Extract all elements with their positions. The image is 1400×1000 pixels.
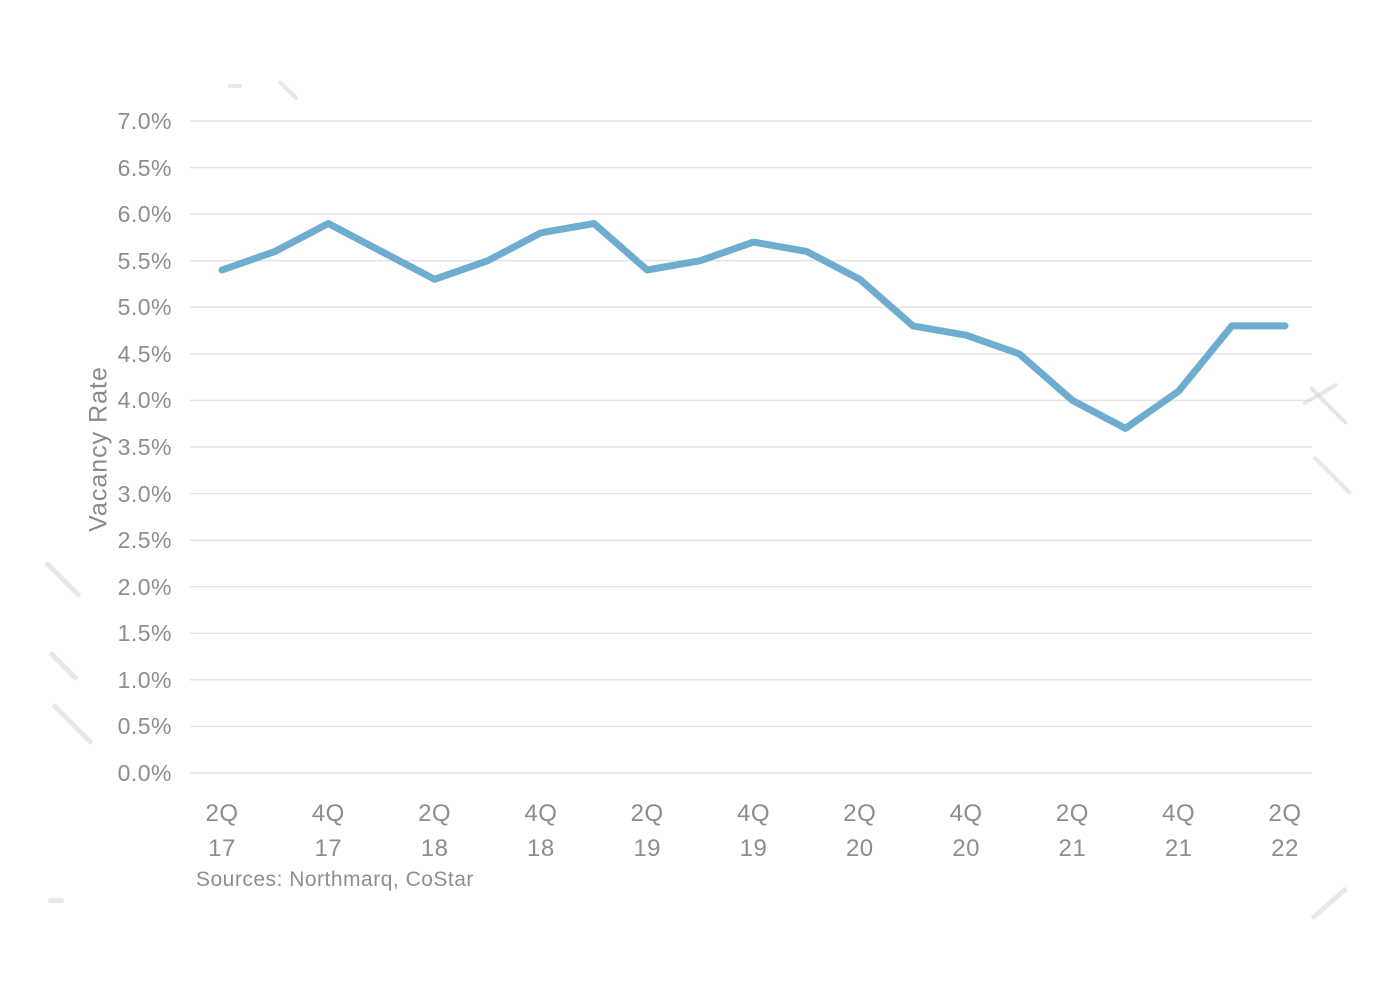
source-note: Sources: Northmarq, CoStar: [196, 868, 474, 891]
x-tick-quarter: 2Q: [843, 800, 877, 827]
y-tick-label: 3.0%: [117, 480, 172, 507]
y-tick-label: 3.5%: [117, 434, 172, 460]
x-tick-label: 4Q 19: [709, 796, 799, 866]
x-tick-year: 20: [845, 835, 874, 862]
x-tick-label: 2Q 22: [1240, 796, 1330, 866]
x-tick-year: 21: [1164, 835, 1193, 862]
x-tick-quarter: 4Q: [524, 800, 558, 827]
x-tick-label: 4Q 18: [496, 796, 586, 866]
x-tick-label: 2Q 17: [177, 796, 267, 866]
x-tick-year: 17: [314, 835, 343, 862]
watermark-slash-artifact: [48, 898, 64, 903]
x-tick-label: 2Q 20: [815, 796, 905, 866]
x-tick-label: 2Q 19: [602, 796, 692, 866]
x-tick-label: 2Q 18: [390, 796, 480, 866]
x-tick-label: 4Q 17: [283, 796, 373, 866]
vacancy-rate-series-line: [218, 220, 1289, 432]
y-tick-label: 0.0%: [117, 760, 172, 786]
y-tick-label: 1.0%: [117, 666, 172, 693]
y-tick-label: 1.5%: [117, 620, 172, 647]
y-tick-label: 5.0%: [117, 294, 172, 321]
x-tick-label: 4Q 21: [1134, 796, 1224, 866]
x-tick-year: 18: [527, 835, 555, 862]
y-tick-label: 4.0%: [117, 387, 172, 414]
y-tick-label: 2.5%: [117, 527, 172, 554]
x-tick-year: 19: [633, 835, 662, 862]
x-tick-quarter: 2Q: [1055, 800, 1089, 827]
x-tick-year: 21: [1058, 835, 1087, 862]
y-tick-label: 6.0%: [117, 201, 172, 228]
x-tick-label: 4Q 20: [921, 796, 1011, 866]
x-tick-year: 22: [1271, 835, 1299, 862]
x-tick-year: 20: [952, 835, 980, 862]
x-tick-quarter: 4Q: [1162, 800, 1196, 827]
y-tick-label: 7.0%: [117, 108, 172, 134]
x-tick-quarter: 2Q: [205, 800, 239, 827]
watermark-slash-artifact: [228, 84, 242, 88]
x-tick-year: 19: [739, 835, 768, 862]
y-tick-label: 5.5%: [117, 247, 172, 274]
x-tick-quarter: 2Q: [418, 800, 452, 827]
y-tick-label: 4.5%: [117, 340, 172, 367]
y-tick-label: 0.5%: [117, 713, 172, 740]
x-tick-quarter: 2Q: [1268, 800, 1302, 827]
y-tick-label: 6.5%: [117, 154, 172, 181]
x-tick-quarter: 4Q: [736, 800, 770, 827]
x-tick-quarter: 4Q: [311, 800, 345, 827]
y-tick-label: 2.0%: [117, 573, 172, 600]
x-tick-year: 17: [208, 835, 236, 862]
x-tick-quarter: 2Q: [630, 800, 664, 827]
x-tick-year: 18: [420, 835, 449, 862]
x-tick-label: 2Q 21: [1027, 796, 1117, 866]
x-tick-quarter: 4Q: [949, 800, 983, 827]
